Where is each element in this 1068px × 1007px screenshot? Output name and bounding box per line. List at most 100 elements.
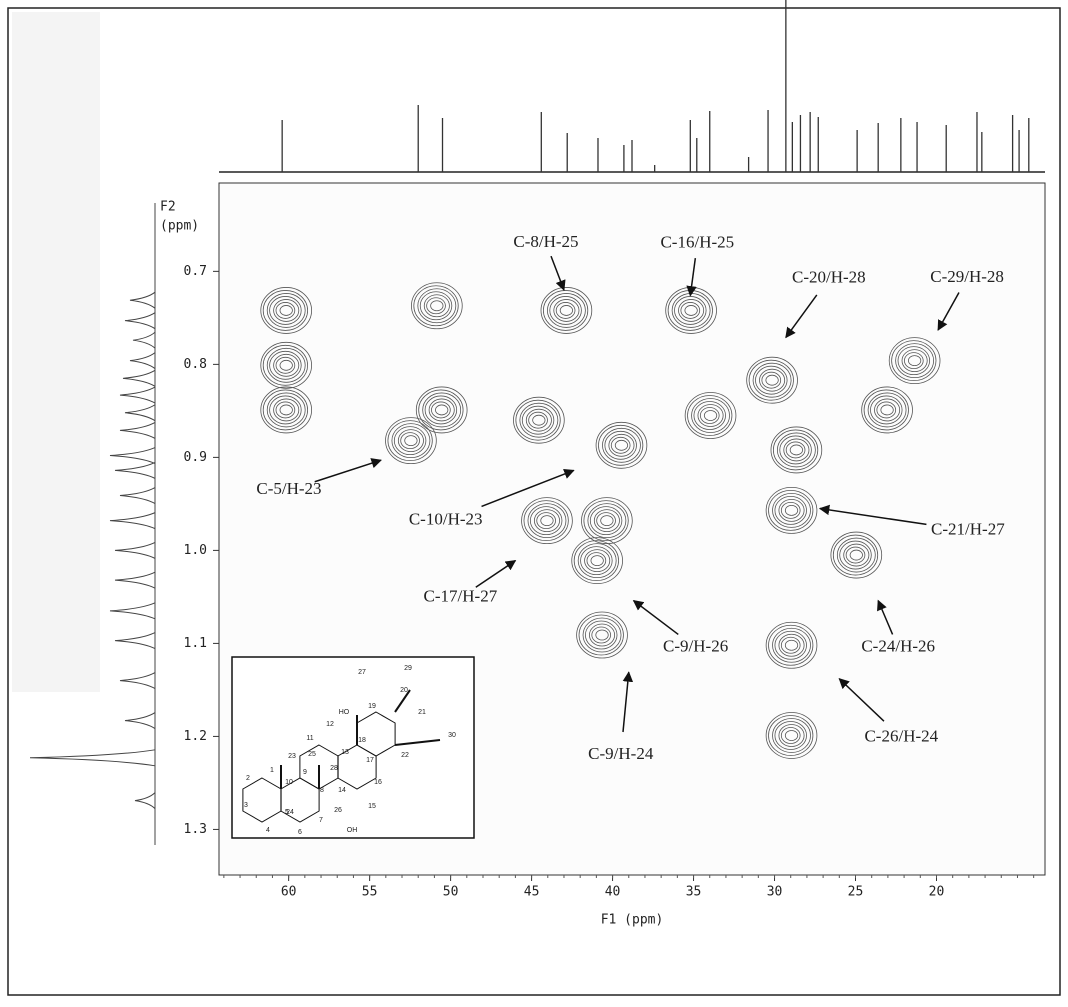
contour-ring <box>765 621 818 669</box>
cross-peak <box>770 426 823 474</box>
contour-ring <box>580 546 613 576</box>
contour-ring <box>555 302 576 319</box>
contour-ring <box>391 423 431 459</box>
contour-ring <box>573 540 619 582</box>
annotation-label: C-29/H-28 <box>930 267 1004 286</box>
y-tick-label: 1.1 <box>184 636 207 651</box>
contour-ring <box>678 299 705 322</box>
annotation-label: C-17/H-27 <box>424 587 498 606</box>
atom-label: 3 <box>244 802 248 809</box>
cross-peak <box>521 497 573 545</box>
x-tick-label: 20 <box>929 885 945 900</box>
f2-peak <box>114 632 156 650</box>
contour-ring <box>608 433 635 457</box>
contour-ring <box>525 408 552 432</box>
f2-peak <box>119 487 156 504</box>
contour-ring <box>559 305 573 316</box>
contour-ring <box>586 552 607 570</box>
f2-peak <box>109 602 156 620</box>
x-tick-label: 35 <box>686 885 702 900</box>
contour-ring <box>540 287 593 334</box>
contour-ring <box>836 537 876 573</box>
contour-ring <box>680 302 701 319</box>
contour-ring <box>515 399 561 441</box>
atom-label: 17 <box>366 757 374 764</box>
contour-ring <box>780 727 801 744</box>
contour-ring <box>279 404 293 416</box>
x-tick-label: 55 <box>362 885 378 900</box>
contour-ring <box>273 353 300 377</box>
contour-ring <box>415 386 468 434</box>
f2-peak <box>114 571 156 589</box>
contour-ring <box>419 291 453 321</box>
annotation-arrow <box>475 560 517 588</box>
contour-ring <box>776 432 816 468</box>
contour-ring <box>895 343 935 379</box>
contour-ring <box>774 495 807 525</box>
contour-ring <box>587 503 627 539</box>
atom-label: 19 <box>368 703 376 710</box>
atom-label: 24 <box>286 809 294 816</box>
atom-label: 5 <box>285 809 289 816</box>
contour-ring <box>746 356 798 404</box>
contour-ring <box>519 402 559 438</box>
annotation-label: C-16/H-25 <box>660 232 734 251</box>
contour-ring <box>867 392 907 428</box>
contour-ring <box>768 624 814 666</box>
y-tick-label: 1.0 <box>184 543 207 558</box>
contour-ring <box>908 355 922 367</box>
contour-ring <box>571 537 623 585</box>
cross-peak <box>571 537 623 585</box>
cross-peak <box>861 386 913 434</box>
atom-label: 8 <box>320 787 324 794</box>
contour-ring <box>779 435 812 465</box>
contour-ring <box>778 633 805 657</box>
contour-ring <box>761 371 782 389</box>
contour-ring <box>430 300 444 312</box>
atom-label: 4 <box>266 827 270 834</box>
x-tick-label: 60 <box>281 885 297 900</box>
atom-label: 26 <box>334 807 342 814</box>
annotation-arrow <box>785 294 818 339</box>
contour-ring <box>585 620 618 650</box>
cross-peak <box>576 611 628 659</box>
contour-ring <box>832 534 879 576</box>
cross-peak <box>746 356 798 404</box>
contour-ring <box>880 404 894 416</box>
annotation-arrow <box>877 599 894 635</box>
annotation-arrow <box>550 255 566 291</box>
contour-ring <box>897 346 931 376</box>
annotation-arrow <box>838 678 885 722</box>
contour-ring <box>784 730 799 741</box>
contour-ring <box>784 639 799 651</box>
annotation-arrow <box>481 468 575 508</box>
contour-ring <box>397 429 424 453</box>
contour-ring <box>528 411 548 429</box>
contour-ring <box>542 290 589 331</box>
contour-ring <box>413 285 459 327</box>
atom-label: 15 <box>368 803 376 810</box>
contour-ring <box>266 347 306 383</box>
f2-peak <box>129 291 156 309</box>
annotation-arrow <box>686 258 697 297</box>
contour-ring <box>843 543 870 567</box>
contour-ring <box>424 395 458 425</box>
x-tick-label: 45 <box>524 885 540 900</box>
f2-peak <box>124 312 156 330</box>
contour-ring <box>604 430 637 460</box>
f2-peak <box>132 331 156 349</box>
contour-ring <box>595 629 609 641</box>
contour-ring <box>549 296 582 325</box>
f2-peak <box>124 712 156 730</box>
atom-label: HO <box>339 709 350 716</box>
cross-peak <box>411 282 463 330</box>
contour-ring <box>521 497 573 545</box>
contour-ring <box>765 712 818 759</box>
contour-ring <box>861 386 913 434</box>
annotation-arrow <box>314 458 382 483</box>
contour-ring <box>772 492 811 528</box>
contour-ring <box>891 340 937 382</box>
cross-peak <box>260 341 313 389</box>
contour-ring <box>411 282 463 330</box>
y-tick-label: 1.3 <box>184 822 207 837</box>
